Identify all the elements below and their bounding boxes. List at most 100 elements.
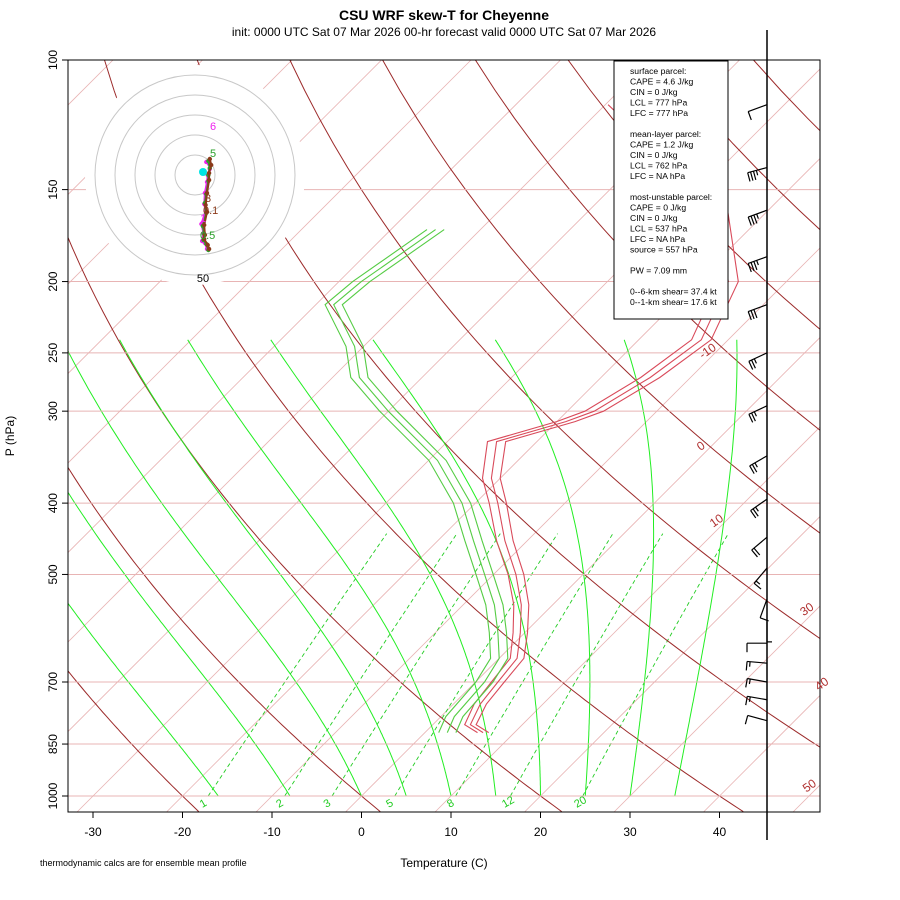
dry-adiabat xyxy=(104,60,744,812)
wind-barb xyxy=(747,104,768,121)
hodograph-ring xyxy=(134,114,256,236)
x-tick-label: 20 xyxy=(534,825,548,839)
isotherm-line xyxy=(703,694,820,812)
mixing-ratio-labels: 1 2 3 5 8 12 20 xyxy=(198,794,589,811)
info-line: CAPE = 0 J/kg xyxy=(630,203,686,213)
info-line: mean-layer parcel: xyxy=(630,129,701,139)
dewpoint-trace xyxy=(341,229,509,733)
wind-barb xyxy=(745,677,768,688)
footnote: thermodynamic calcs are for ensemble mea… xyxy=(40,858,247,868)
isotherm-label: 30 xyxy=(797,599,816,618)
hodograph: 6 5 3 1 0.5 0.1 50 xyxy=(85,65,305,285)
isotherms xyxy=(68,60,820,812)
wind-barb xyxy=(751,536,768,558)
info-line: LCL = 537 hPa xyxy=(630,224,687,234)
y-tick-label: 500 xyxy=(46,564,60,584)
x-tick-label: 30 xyxy=(623,825,637,839)
mixing-ratio-label: 2 xyxy=(274,797,285,810)
y-axis-label: P (hPa) xyxy=(3,416,17,456)
hodograph-surface-marker xyxy=(199,168,207,176)
wind-barb xyxy=(747,209,768,226)
wind-barb xyxy=(745,695,768,706)
mixing-ratio-label: 12 xyxy=(500,794,517,811)
info-line: CIN = 0 J/kg xyxy=(630,213,678,223)
mixing-ratio-line xyxy=(394,533,558,797)
hodograph-point xyxy=(202,222,207,228)
hodograph-labels: 6 5 3 1 0.5 0.1 xyxy=(200,121,218,242)
dewpoint-trace xyxy=(333,229,500,733)
hodograph-point xyxy=(206,170,212,176)
mixing-ratio-label: 5 xyxy=(384,797,395,810)
mixing-ratio-line xyxy=(510,533,664,797)
mixing-ratio-label: 1 xyxy=(198,797,209,810)
moist-adiabat xyxy=(623,339,655,797)
y-tick-label: 850 xyxy=(46,734,60,754)
hodograph-height-label: 0.1 xyxy=(203,205,218,217)
mixing-ratio-line xyxy=(582,533,729,797)
wind-barb xyxy=(746,642,767,653)
hodograph-height-label: 5 xyxy=(210,148,216,160)
wind-barb xyxy=(747,256,768,273)
hodograph-point xyxy=(205,242,210,248)
isotherm-line xyxy=(524,515,820,812)
wind-barb xyxy=(745,660,768,671)
dry-adiabats xyxy=(68,60,900,812)
x-axis-label: Temperature (C) xyxy=(400,856,487,870)
moist-adiabat xyxy=(68,491,291,797)
chart-title: CSU WRF skew-T for Cheyenne xyxy=(339,7,549,23)
hodograph-ring xyxy=(114,94,276,256)
dry-adiabat xyxy=(68,236,562,812)
isotherm-line xyxy=(68,60,472,464)
info-line: CIN = 0 J/kg xyxy=(630,150,678,160)
hodograph-point xyxy=(203,202,208,208)
info-line: LFC = NA hPa xyxy=(630,171,685,181)
isotherm-line xyxy=(793,784,820,812)
moist-adiabat xyxy=(674,339,738,797)
moist-adiabat xyxy=(68,602,219,797)
isotherm-label: -10 xyxy=(696,340,719,362)
wind-barb xyxy=(749,455,768,474)
dry-adiabat xyxy=(196,60,820,748)
y-ticks: 100 150 200 250 300 400 500 700 850 1000 xyxy=(46,50,68,809)
hodograph-point xyxy=(209,162,214,168)
wind-barb xyxy=(766,621,772,643)
dry-adiabat xyxy=(68,670,200,812)
mixing-ratio-line xyxy=(455,533,614,797)
dewpoint-trace xyxy=(324,229,492,733)
hodograph-traces xyxy=(199,156,214,253)
hodograph-height-label: 1 xyxy=(200,213,206,225)
info-line: CAPE = 4.6 J/kg xyxy=(630,77,694,87)
hodograph-point xyxy=(202,232,208,238)
info-line: CAPE = 1.2 J/kg xyxy=(630,140,694,150)
dry-adiabat xyxy=(846,60,900,812)
x-tick-label: -10 xyxy=(263,825,281,839)
wind-barb xyxy=(759,598,769,622)
isotherm-line xyxy=(614,605,820,812)
isotherm-line xyxy=(256,247,820,812)
isotherm-line xyxy=(166,157,820,812)
info-box-frame xyxy=(613,60,729,320)
mixing-ratio-label: 20 xyxy=(572,794,589,811)
mixing-ratio-line xyxy=(284,533,458,797)
y-tick-label: 200 xyxy=(46,271,60,291)
y-tick-label: 700 xyxy=(46,672,60,692)
moist-adiabat xyxy=(68,350,362,797)
hodograph-point xyxy=(204,190,210,196)
info-line: most-unstable parcel: xyxy=(630,192,712,202)
info-line: 0--1-km shear= 17.6 kt xyxy=(630,297,717,307)
info-line: CIN = 0 J/kg xyxy=(630,87,678,97)
hodograph-point xyxy=(202,236,207,242)
hodograph-point xyxy=(206,246,212,252)
hodograph-ring xyxy=(174,154,216,196)
mixing-ratio-label: 3 xyxy=(322,797,333,810)
moist-adiabat xyxy=(372,339,541,796)
info-line: PW = 7.09 mm xyxy=(630,266,687,276)
x-tick-label: 0 xyxy=(358,825,365,839)
temperature-trace xyxy=(475,104,739,734)
wind-barb xyxy=(753,567,768,590)
dry-adiabat xyxy=(753,60,820,132)
moist-adiabat xyxy=(119,339,407,797)
isotherm-label: 40 xyxy=(812,674,831,693)
